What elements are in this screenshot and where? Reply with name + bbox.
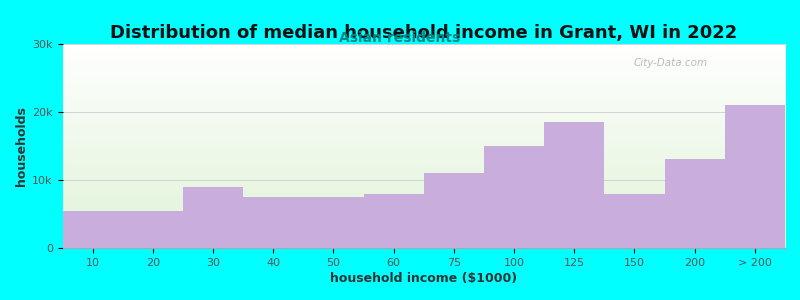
Bar — [665, 160, 725, 248]
Text: Asian residents: Asian residents — [339, 32, 461, 46]
Bar — [725, 105, 785, 248]
X-axis label: household income ($1000): household income ($1000) — [330, 272, 518, 285]
Bar — [243, 197, 303, 248]
Bar — [363, 194, 424, 248]
Bar — [544, 122, 604, 248]
Text: City-Data.com: City-Data.com — [634, 58, 707, 68]
Y-axis label: households: households — [15, 106, 28, 186]
Bar — [424, 173, 484, 248]
Bar — [484, 146, 544, 248]
Bar — [183, 187, 243, 248]
Bar — [122, 211, 183, 248]
Bar — [62, 211, 122, 248]
Title: Distribution of median household income in Grant, WI in 2022: Distribution of median household income … — [110, 24, 738, 42]
Bar — [604, 194, 665, 248]
Bar — [303, 197, 363, 248]
